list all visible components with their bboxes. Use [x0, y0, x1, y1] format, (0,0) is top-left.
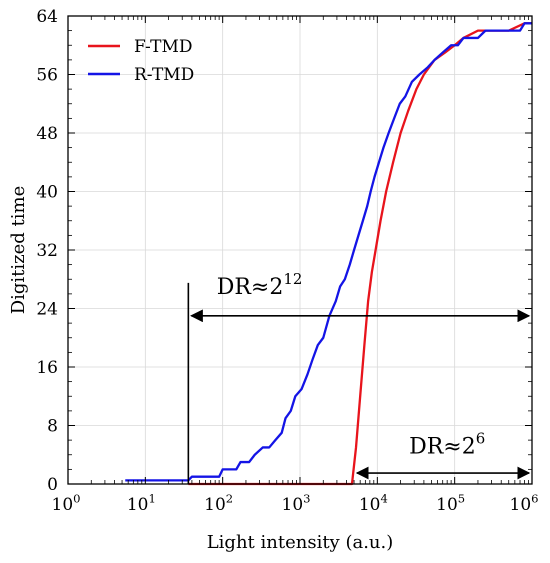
series-line-f-tmd	[188, 22, 532, 486]
x-tick-label: 101	[127, 491, 156, 515]
y-tick-label: 40	[36, 183, 58, 203]
y-axis-label: Digitized time	[8, 186, 29, 315]
y-tick-label: 48	[36, 124, 58, 144]
x-tick-label: 100	[52, 491, 81, 515]
grid-layer	[68, 16, 532, 484]
y-tick-label: 16	[36, 358, 58, 378]
legend-label-f-tmd: F-TMD	[134, 37, 193, 57]
legend-layer: F-TMD R-TMD	[88, 37, 194, 85]
x-tick-label: 104	[359, 491, 388, 515]
x-axis-label: Light intensity (a.u.)	[207, 532, 394, 553]
y-tick-label: 8	[47, 417, 58, 437]
x-tick-label: 103	[282, 491, 311, 515]
legend-label-r-tmd: R-TMD	[134, 65, 194, 85]
y-tick-label: 0	[47, 475, 58, 495]
x-tick-label: 106	[510, 491, 539, 515]
x-tick-label: 105	[436, 491, 465, 515]
x-tick-label: 102	[204, 491, 233, 515]
y-tick-label: 24	[36, 300, 58, 320]
y-tick-label: 32	[36, 241, 58, 261]
y-tick-label: 64	[36, 7, 58, 27]
annotation-layer: DR≈212 DR≈26	[187, 270, 531, 484]
tick-layer: 100 101 102 103 104 105 106 0 8 16 24 32 40 48 56 64	[36, 7, 538, 515]
dynamic-range-label: DR≈26	[409, 429, 485, 459]
dynamic-range-label: DR≈212	[217, 270, 303, 300]
y-tick-label: 56	[36, 66, 58, 86]
series-line-r-tmd	[125, 22, 532, 482]
series-layer	[125, 22, 532, 486]
